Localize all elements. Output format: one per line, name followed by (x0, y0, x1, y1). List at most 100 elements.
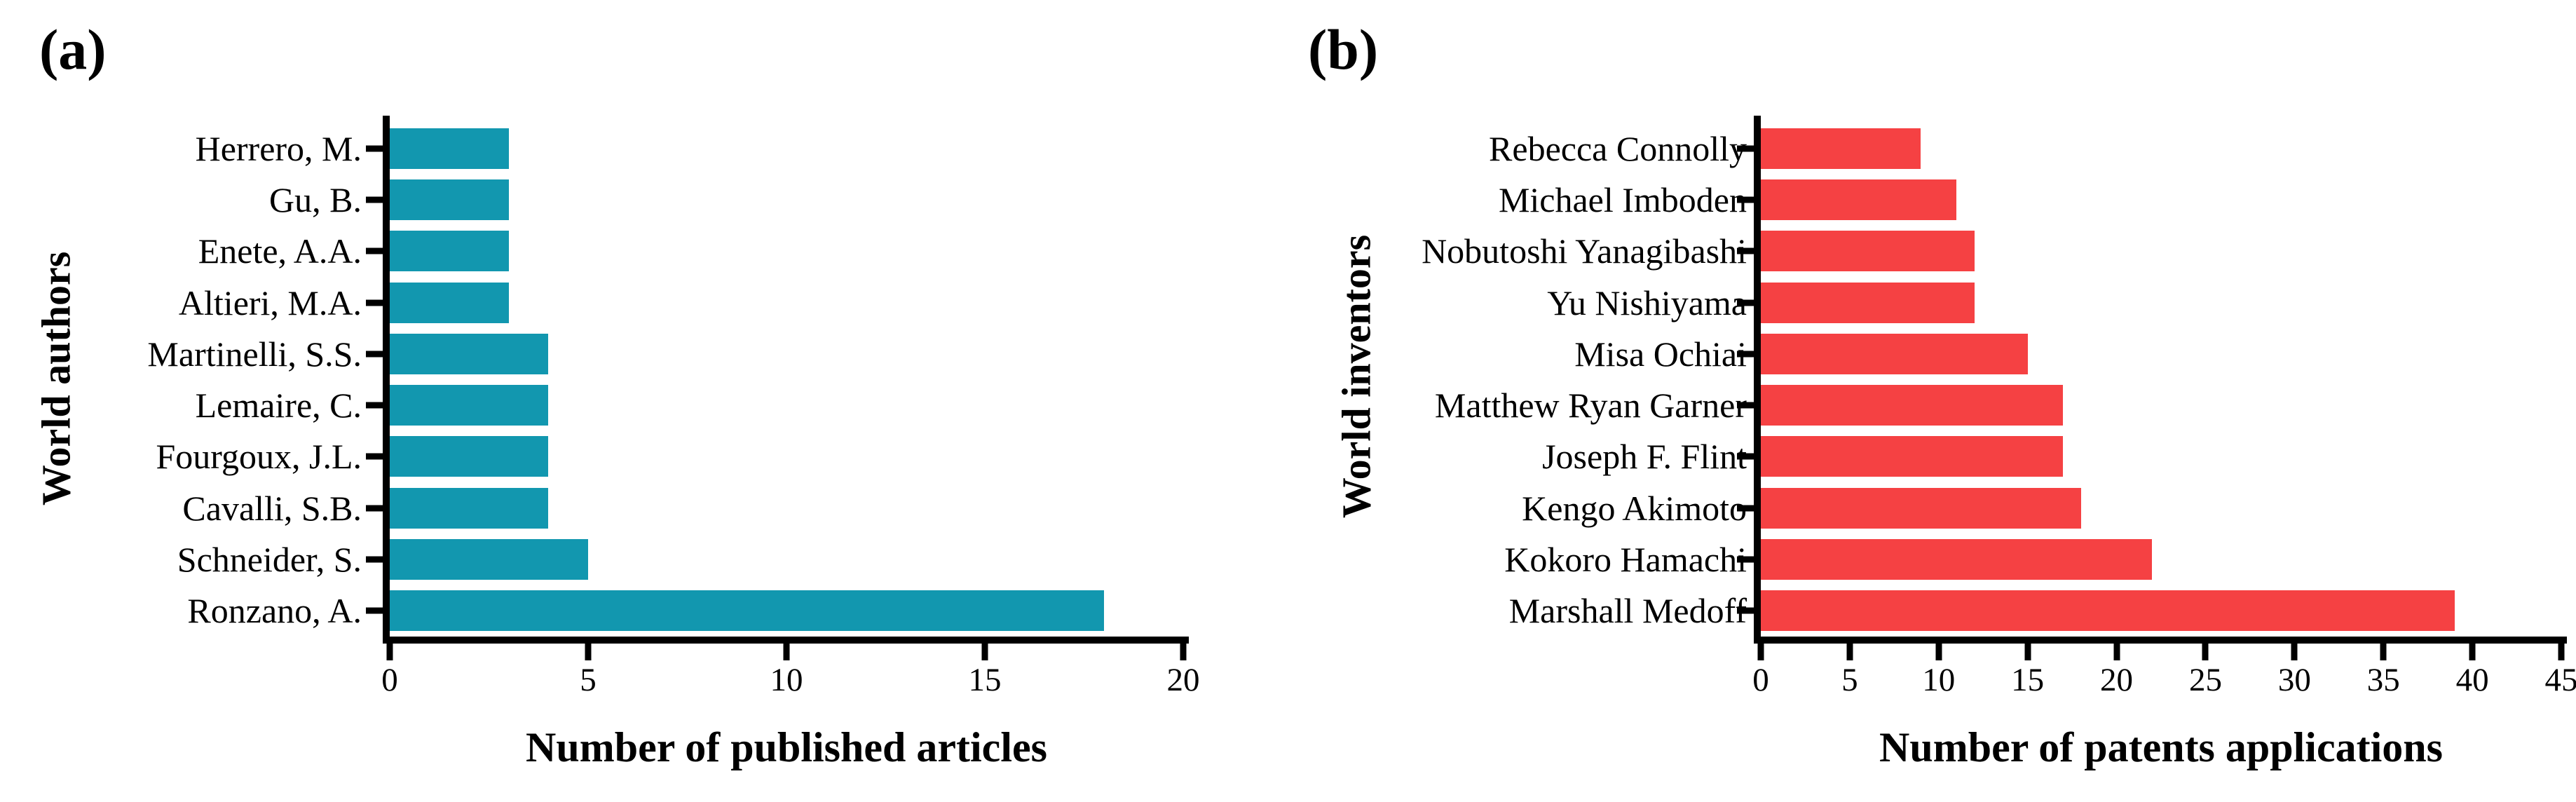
category-label: Altieri, M.A. (178, 283, 362, 322)
panel-b-y-axis-line (1754, 116, 1761, 644)
y-tick-mark (366, 402, 383, 409)
category-label: Cavalli, S.B. (182, 488, 362, 528)
bar (1761, 436, 2064, 477)
x-tick-label: 15 (968, 662, 1002, 698)
y-tick-mark (1737, 145, 1754, 152)
bar (390, 385, 549, 426)
panel-a-x-axis-line (383, 637, 1189, 644)
category-label: Enete, A.A. (198, 231, 362, 271)
bar (1761, 590, 2455, 632)
bar (390, 128, 509, 169)
bar (390, 333, 549, 374)
x-tick-mark (2202, 644, 2209, 660)
x-tick-mark (981, 644, 988, 660)
panel-b-x-axis-title: Number of patents applications (1879, 724, 2443, 770)
bar (390, 231, 509, 272)
x-tick-label: 15 (2011, 662, 2045, 698)
x-tick-mark (783, 644, 790, 660)
panel-b-label: (b) (1308, 18, 1379, 81)
bar (390, 590, 1104, 632)
category-label: Schneider, S. (177, 540, 362, 580)
category-label: Martinelli, S.S. (147, 334, 362, 374)
y-tick-mark (366, 196, 383, 203)
y-tick-mark (1737, 247, 1754, 254)
x-tick-mark (2380, 644, 2387, 660)
x-tick-label: 20 (2100, 662, 2134, 698)
y-tick-mark (366, 299, 383, 306)
y-tick-mark (1737, 402, 1754, 409)
x-tick-mark (1846, 644, 1853, 660)
x-tick-label: 0 (1752, 662, 1769, 698)
bar (1761, 231, 1975, 272)
panel-a-y-axis-line (383, 116, 390, 644)
category-label: Fourgoux, J.L. (156, 437, 362, 477)
category-label: Matthew Ryan Garner (1434, 386, 1747, 426)
x-tick-mark (2024, 644, 2031, 660)
category-label: Herrero, M. (195, 128, 362, 168)
y-tick-mark (366, 607, 383, 614)
category-label: Gu, B. (269, 179, 362, 219)
x-tick-label: 5 (580, 662, 597, 698)
x-tick-label: 0 (381, 662, 398, 698)
category-label: Ronzano, A. (187, 591, 362, 631)
category-label: Yu Nishiyama (1547, 283, 1747, 322)
bar (1761, 282, 1975, 323)
y-tick-mark (366, 505, 383, 512)
bar (390, 436, 549, 477)
x-tick-label: 10 (1922, 662, 1956, 698)
category-label: Joseph F. Flint (1542, 437, 1747, 477)
y-tick-mark (1737, 607, 1754, 614)
bar (1761, 333, 2028, 374)
x-tick-label: 40 (2455, 662, 2489, 698)
bar (1761, 487, 2081, 529)
x-tick-label: 5 (1841, 662, 1858, 698)
y-tick-mark (1737, 196, 1754, 203)
x-tick-mark (1935, 644, 1942, 660)
bar (1761, 539, 2153, 580)
panel-a-x-axis-title: Number of published articles (526, 724, 1047, 770)
panel-b-x-axis-line (1754, 637, 2567, 644)
y-tick-mark (366, 351, 383, 358)
category-label: Misa Ochiai (1574, 334, 1747, 374)
x-tick-mark (386, 644, 393, 660)
x-tick-mark (1180, 644, 1187, 660)
y-tick-mark (366, 247, 383, 254)
y-tick-mark (1737, 299, 1754, 306)
x-tick-label: 20 (1166, 662, 1200, 698)
category-label: Marshall Medoff (1508, 591, 1747, 631)
y-tick-mark (1737, 453, 1754, 460)
y-tick-mark (366, 145, 383, 152)
category-label: Kengo Akimoto (1522, 488, 1747, 528)
category-label: Lemaire, C. (195, 386, 362, 426)
x-tick-mark (2291, 644, 2298, 660)
panel-a-label: (a) (39, 18, 107, 81)
category-label: Michael Imboden (1498, 179, 1747, 219)
x-tick-mark (1757, 644, 1764, 660)
category-label: Nobutoshi Yanagibashi (1422, 231, 1747, 271)
x-tick-mark (585, 644, 592, 660)
bar (390, 179, 509, 220)
x-tick-label: 30 (2277, 662, 2311, 698)
y-tick-mark (366, 453, 383, 460)
x-tick-label: 25 (2188, 662, 2222, 698)
x-tick-label: 35 (2366, 662, 2400, 698)
bar (1761, 128, 1921, 169)
panel-b-y-axis-title: World inventors (1333, 234, 1379, 519)
bar (1761, 385, 2064, 426)
bar (390, 539, 588, 580)
x-tick-mark (2113, 644, 2120, 660)
y-tick-mark (1737, 351, 1754, 358)
category-label: Rebecca Connolly (1489, 128, 1747, 168)
y-tick-mark (1737, 505, 1754, 512)
bar (1761, 179, 1957, 220)
x-tick-label: 10 (770, 662, 803, 698)
bar (390, 282, 509, 323)
x-tick-label: 45 (2544, 662, 2576, 698)
x-tick-mark (2469, 644, 2476, 660)
bar (390, 487, 549, 529)
y-tick-mark (366, 556, 383, 563)
x-tick-mark (2558, 644, 2565, 660)
